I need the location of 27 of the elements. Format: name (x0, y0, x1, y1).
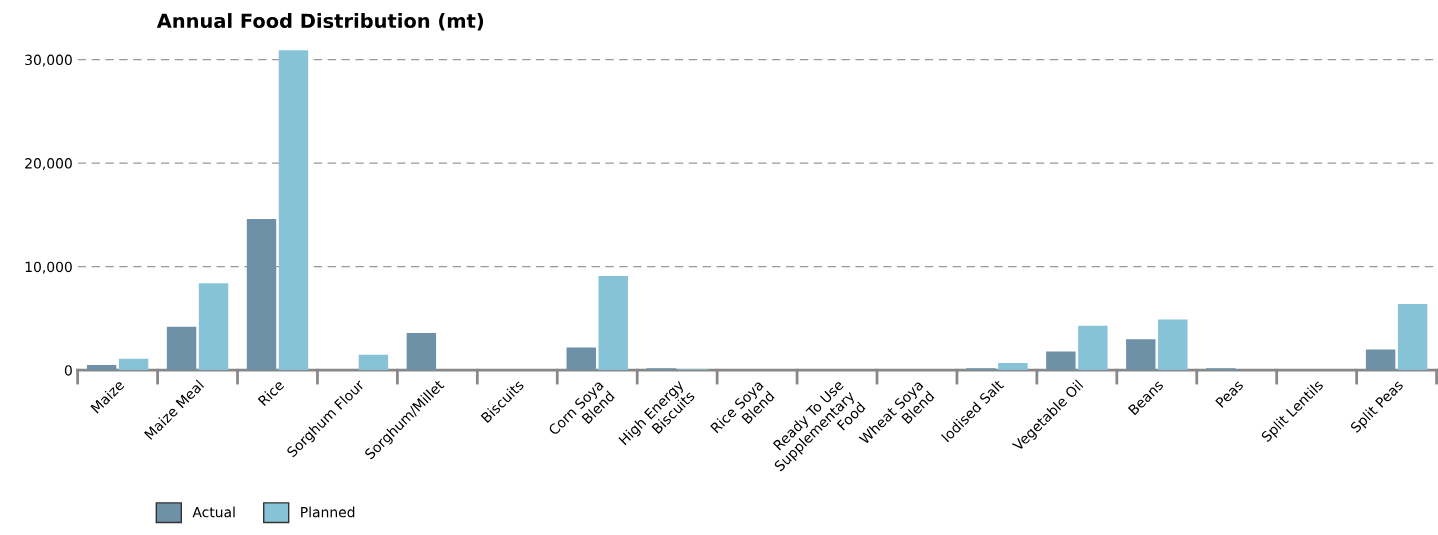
y-tick-label: 30,000 (25, 54, 72, 67)
bar (86, 365, 117, 371)
y-tick-label: 0 (64, 365, 72, 376)
bar (1126, 339, 1156, 371)
bar (966, 368, 996, 371)
bar (1046, 351, 1076, 371)
y-tick-label: 10,000 (25, 261, 72, 274)
bar (646, 368, 676, 371)
bar (1365, 349, 1396, 371)
bar (1158, 319, 1188, 371)
bar (1078, 325, 1108, 371)
bar (198, 283, 229, 371)
y-tick-label: 20,000 (25, 158, 72, 171)
chart-title: Annual Food Distribution (mt) (156, 13, 484, 31)
legend-label: Planned (301, 506, 355, 518)
bar (1206, 368, 1236, 371)
bar (166, 326, 197, 371)
bar (598, 275, 628, 371)
bar (566, 347, 596, 371)
bar (358, 354, 389, 371)
bar (1397, 303, 1428, 371)
bar (246, 219, 277, 371)
bar (406, 332, 437, 371)
legend-label: Actual (192, 506, 235, 518)
bar (118, 358, 149, 371)
bar (278, 50, 309, 371)
bar (998, 362, 1028, 371)
